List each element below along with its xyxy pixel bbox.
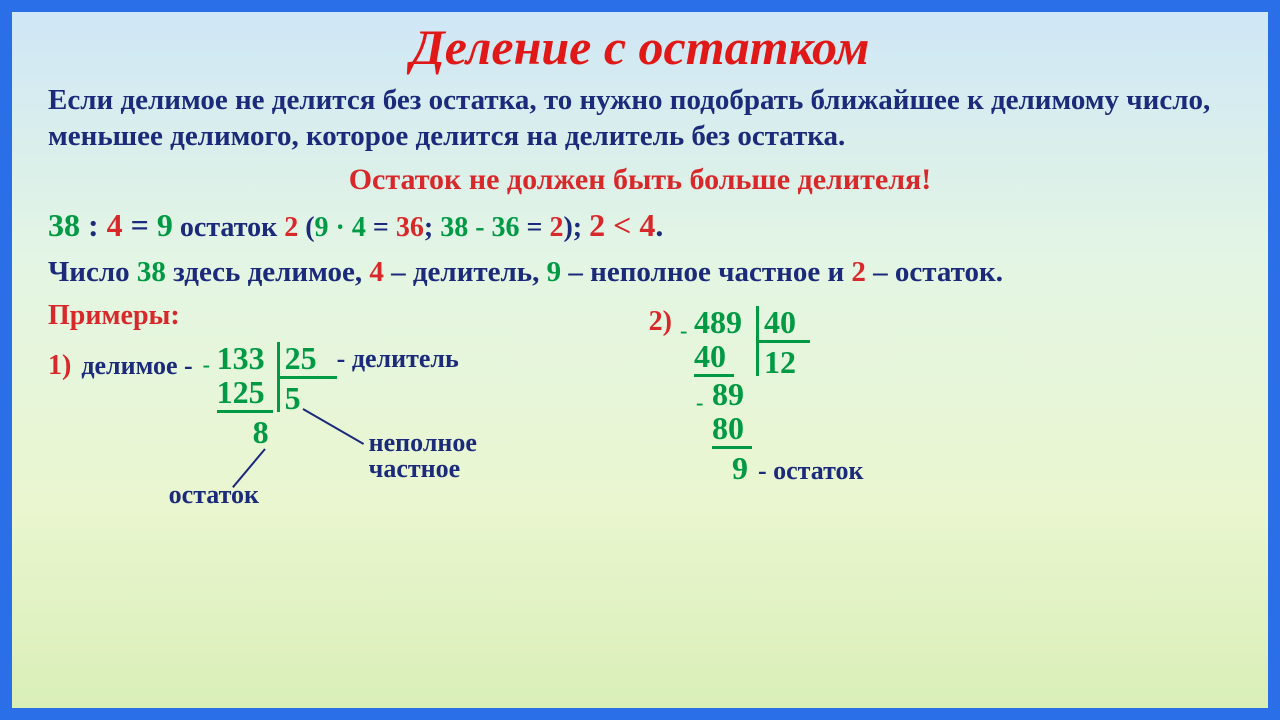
ld1-u1 (217, 410, 273, 413)
ld2-divisor: 40 (764, 304, 796, 341)
equation-part: = (123, 207, 157, 243)
rule-text: Если делимое не делится без остатка, то … (48, 84, 1210, 152)
ld2-hbar (756, 340, 810, 343)
equation-part: 4 (107, 207, 123, 243)
long-division-1: - 133 25 - делитель 125 5 8 ос (199, 330, 559, 520)
ld1-hbar (277, 376, 337, 379)
ld2-dividend: 489 (694, 304, 742, 341)
examples-label-text: Примеры: (48, 300, 180, 331)
title-text: Деление с остатком (411, 19, 870, 75)
ld1-quotient: 5 (285, 380, 301, 417)
ld2-s1: 40 (694, 338, 726, 375)
equation-part: 38 (48, 207, 80, 243)
content-panel: Деление с остатком Если делимое не делит… (12, 12, 1268, 708)
explanation-paragraph: Число 38 здесь делимое, 4 – делитель, 9 … (48, 254, 1232, 290)
ex2-num-label: 2) (649, 306, 672, 338)
equation-part: 2 < 4 (589, 207, 655, 243)
example-1: 1) делимое - - 133 25 - делитель 125 (48, 330, 559, 520)
ld1-quotient-label-text: неполное частное (369, 428, 477, 483)
equation-part: 36 (396, 212, 424, 243)
equation-part: = (366, 212, 396, 243)
explain-part: – неполное частное и (561, 256, 851, 288)
explain-part: Число (48, 256, 137, 288)
explain-part: 38 (137, 256, 166, 288)
ld2-remainder: 9 (732, 450, 748, 487)
page-title: Деление с остатком (48, 18, 1232, 76)
explain-part: 4 (369, 256, 384, 288)
equation-part: . (655, 207, 663, 243)
warning-line: Остаток не должен быть больше делителя! (48, 163, 1232, 197)
ld2-minus1: - (680, 318, 687, 344)
ld1-divisor-label: - делитель (337, 344, 459, 374)
equation-part: 9 (157, 207, 173, 243)
outer-frame: Деление с остатком Если делимое не делит… (0, 0, 1280, 720)
equation-part: ( (305, 212, 314, 243)
ex1-dividend-label: делимое - (81, 351, 192, 380)
ld1-quotient-label: неполное частное (369, 430, 477, 482)
equation-part: 2 (284, 212, 305, 243)
explain-part: здесь делимое, (166, 256, 370, 288)
ex1-num-label: 1) (48, 350, 71, 381)
ld2-remainder-label: - остаток (758, 456, 864, 486)
ld1-remainder: 8 (253, 414, 269, 451)
explain-part: 9 (547, 256, 562, 288)
ld2-u2 (712, 446, 752, 449)
examples-row: 1) делимое - - 133 25 - делитель 125 (48, 330, 1232, 520)
ld1-line-quotient (302, 408, 364, 445)
explain-part: – остаток. (866, 256, 1003, 288)
ld1-divisor: 25 (285, 340, 317, 377)
ld2-minus2: - (696, 390, 703, 416)
equation-line: 38 : 4 = 9 остаток 2 (9 · 4 = 36; 38 - 3… (48, 207, 1232, 244)
ld2-s2: 80 (712, 410, 744, 447)
explain-part: – делитель, (384, 256, 547, 288)
equation-part: 9 · 4 (315, 212, 366, 243)
rule-paragraph: Если делимое не делится без остатка, то … (48, 82, 1232, 155)
equation-part: ); (563, 212, 589, 243)
long-division-2: - 489 40 40 12 - 89 80 9 - остаток (678, 300, 938, 500)
explain-part: 2 (851, 256, 866, 288)
equation-part: = (520, 212, 550, 243)
equation-part: ; (424, 212, 440, 243)
ld1-dividend: 133 (217, 340, 265, 377)
ld1-remainder-label: остаток (169, 480, 259, 510)
example-2: 2) - 489 40 40 12 - 89 80 9 - остаток (649, 300, 938, 500)
examples-label: Примеры: (48, 300, 1232, 332)
equation-part: 2 (549, 212, 563, 243)
warning-text: Остаток не должен быть больше делителя! (349, 163, 932, 196)
equation-part: 38 - 36 (440, 212, 519, 243)
equation-part: остаток (173, 212, 284, 243)
minus-sign: - (203, 352, 210, 378)
ld1-sub1: 125 (217, 374, 265, 411)
equation-part: : (80, 207, 107, 243)
ld2-r1: 89 (712, 376, 744, 413)
ld2-q: 12 (764, 344, 796, 381)
example-1-number: 1) делимое - (48, 350, 193, 382)
